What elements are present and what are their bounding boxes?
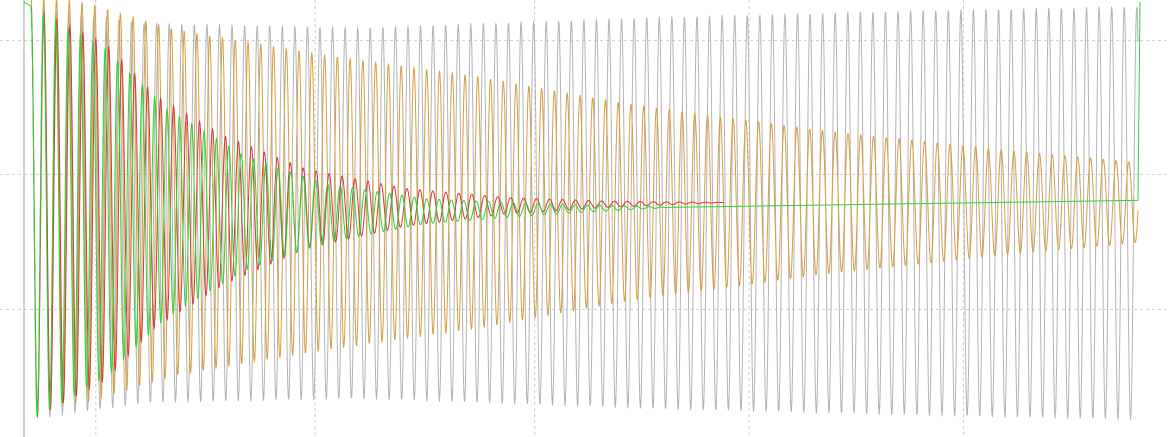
series-line-1 [30,6,1139,421]
series-line-3 [30,6,725,417]
series-line-4 [23,1,1141,416]
series-group [23,0,1141,421]
series-line-2 [30,0,1139,409]
